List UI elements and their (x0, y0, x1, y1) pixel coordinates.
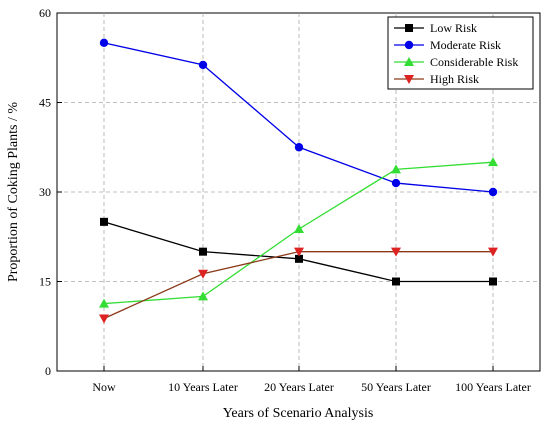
data-point (392, 277, 400, 286)
data-point (294, 143, 304, 152)
legend-item: Moderate Risk (394, 38, 501, 52)
data-point (99, 38, 109, 48)
data-point (488, 247, 498, 257)
legend-label: Low Risk (430, 21, 477, 35)
legend-label: Moderate Risk (430, 38, 501, 52)
x-tick-label: 100 Years Later (455, 380, 531, 394)
x-axis-title: Years of Scenario Analysis (223, 406, 374, 421)
y-tick-label: 60 (39, 6, 51, 20)
series-low-risk (100, 217, 497, 286)
data-point (99, 298, 109, 308)
legend-item: Low Risk (394, 21, 477, 35)
series-high-risk (99, 247, 498, 324)
axes: 0 15 30 45 60 Now 10 Years Later 20 Years Later… (39, 6, 531, 394)
series-group (99, 38, 498, 324)
y-tick-label: 30 (39, 185, 51, 199)
x-tick-label: 20 Years Later (264, 380, 334, 394)
data-point (198, 291, 208, 301)
data-point (391, 178, 401, 188)
legend-marker (404, 75, 414, 84)
data-point (198, 60, 208, 70)
legend-item: Considerable Risk (394, 55, 518, 69)
data-point (488, 187, 498, 197)
data-point (391, 164, 401, 174)
legend-marker (404, 57, 414, 66)
data-point (99, 314, 109, 324)
data-point (295, 254, 303, 263)
y-tick-label: 15 (39, 275, 51, 289)
data-point (488, 157, 498, 167)
legend-marker (405, 24, 413, 32)
legend-item: High Risk (394, 72, 479, 86)
legend-marker (404, 40, 414, 50)
data-point (294, 247, 304, 257)
series-moderate-risk (99, 38, 498, 197)
y-axis-title: Proportion of Coking Plants / % (6, 102, 21, 282)
data-point (198, 269, 208, 279)
data-point (199, 247, 207, 256)
data-point (391, 247, 401, 257)
series-considerable-risk (99, 157, 498, 308)
y-tick-label: 45 (39, 96, 51, 110)
legend-label: High Risk (430, 72, 479, 86)
data-point (100, 217, 108, 226)
x-tick-label: 10 Years Later (168, 380, 238, 394)
data-point (294, 223, 304, 233)
x-tick-label: 50 Years Later (361, 380, 431, 394)
legend: Low Risk Moderate Risk Considerable Risk Hi… (387, 16, 534, 90)
legend-label: Considerable Risk (430, 55, 518, 69)
data-point (489, 277, 497, 286)
x-tick-label: Now (92, 380, 116, 394)
y-tick-label: 0 (45, 364, 51, 378)
